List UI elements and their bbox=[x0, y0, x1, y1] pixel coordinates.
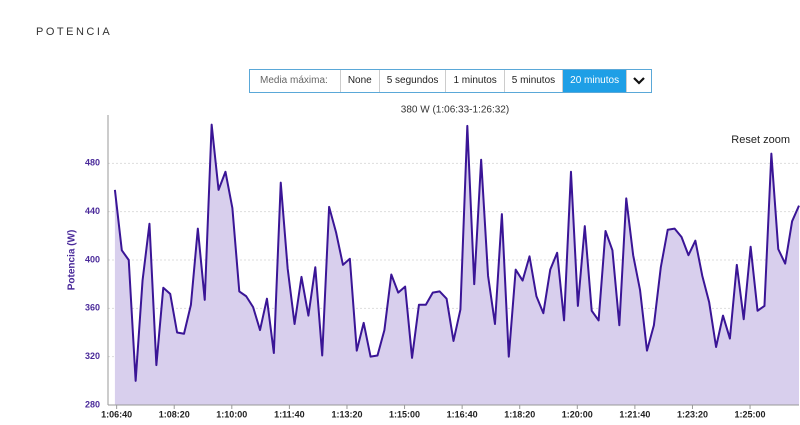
reset-zoom[interactable]: Reset zoom bbox=[731, 134, 790, 146]
x-tick-label: 1:21:40 bbox=[619, 409, 650, 419]
option-button[interactable]: 5 segundos bbox=[380, 70, 447, 92]
option-button[interactable]: 5 minutos bbox=[505, 70, 564, 92]
x-tick-label: 1:06:40 bbox=[101, 409, 132, 419]
y-axis-label: Potencia (W) bbox=[67, 230, 78, 291]
y-tick-label: 440 bbox=[85, 206, 100, 216]
y-tick-label: 400 bbox=[85, 254, 100, 264]
x-tick-label: 1:23:20 bbox=[677, 409, 708, 419]
option-button[interactable]: None bbox=[341, 70, 380, 92]
option-button[interactable]: 1 minutos bbox=[446, 70, 505, 92]
x-tick-label: 1:13:20 bbox=[331, 409, 362, 419]
dropdown-toggle[interactable] bbox=[627, 70, 651, 92]
x-tick-label: 1:20:00 bbox=[562, 409, 593, 419]
area-fill bbox=[114, 124, 799, 406]
x-tick-label: 1:08:20 bbox=[159, 409, 190, 419]
x-tick-label: 1:11:40 bbox=[274, 409, 305, 419]
y-tick-label: 320 bbox=[85, 351, 100, 361]
x-tick-label: 1:10:00 bbox=[216, 409, 247, 419]
line bbox=[113, 123, 800, 382]
x-tick-label: 1:25:00 bbox=[735, 409, 766, 419]
x-tick-label: 1:16:40 bbox=[447, 409, 478, 419]
page-title: POTENCIA bbox=[36, 26, 113, 38]
option-button[interactable]: 20 minutos bbox=[563, 70, 628, 92]
control-label: Media máxima: bbox=[250, 70, 341, 92]
y-tick-label: 280 bbox=[85, 399, 100, 409]
x-tick-label: 1:15:00 bbox=[389, 409, 420, 419]
x-tick-label: 1:18:20 bbox=[504, 409, 535, 419]
chart-subtitle: 380 W (1:06:33-1:26:32) bbox=[401, 105, 509, 116]
chevron-icon bbox=[633, 77, 645, 85]
y-tick-label: 480 bbox=[85, 158, 100, 168]
control-bar: Media máxima: None 5 segundos 1 minutos … bbox=[249, 69, 653, 93]
y-tick-label: 360 bbox=[85, 303, 100, 313]
